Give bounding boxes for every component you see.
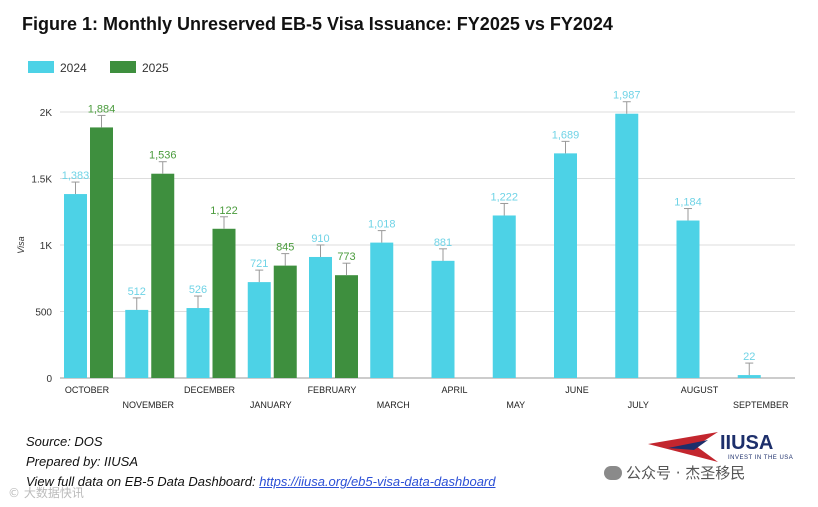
watermark: © 大数据快讯: [8, 486, 84, 500]
data-label: 1,689: [552, 129, 580, 141]
x-tick-label: SEPTEMBER: [733, 400, 789, 410]
y-tick-label: 500: [35, 308, 52, 319]
y-tick-label: 0: [46, 374, 52, 385]
bar: [370, 242, 394, 378]
x-tick-label: MAY: [506, 400, 525, 410]
bar: [273, 265, 297, 378]
bar: [431, 260, 455, 378]
data-label: 1,884: [88, 103, 116, 115]
chart-title: Figure 1: Monthly Unreserved EB-5 Visa I…: [22, 14, 613, 34]
wechat-icon: [604, 465, 622, 480]
dashboard-note: View full data on EB-5 Data Dashboard: h…: [26, 472, 496, 492]
logo-name: IIUSA: [720, 432, 774, 454]
data-label: 845: [276, 242, 294, 254]
legend-swatch: [28, 61, 54, 73]
data-label: 1,536: [149, 150, 177, 162]
bar: [90, 127, 113, 378]
y-axis-label: Visa: [16, 236, 26, 253]
legend-label: 2025: [142, 61, 169, 75]
bar: [309, 256, 332, 378]
data-label: 721: [250, 258, 268, 270]
x-tick-label: AUGUST: [681, 385, 719, 395]
bar: [554, 153, 577, 378]
wechat-account: 公众号 · 杰圣移民: [604, 462, 745, 483]
logo-tagline: INVEST IN THE USA: [728, 455, 794, 461]
x-tick-label: JULY: [628, 400, 649, 410]
data-label: 1,018: [368, 219, 396, 231]
bar-chart: 0 500 1K 1.5K 2K Visa 2024 2025 1,383 1,884 OCTOBE…: [16, 61, 795, 410]
bar: [186, 308, 210, 378]
bar: [492, 215, 516, 378]
bar: [151, 173, 175, 378]
data-label: 1,122: [210, 205, 238, 217]
iiusa-logo-icon: [648, 432, 718, 462]
bar: [615, 113, 639, 378]
data-label: 526: [189, 284, 207, 296]
legend-swatch: [110, 61, 136, 73]
prepared-note: Prepared by: IIUSA: [26, 454, 138, 469]
x-tick-label: JUNE: [565, 385, 589, 395]
data-label: 22: [743, 351, 755, 363]
x-tick-label: NOVEMBER: [122, 400, 174, 410]
x-tick-label: DECEMBER: [184, 385, 236, 395]
x-tick-label: FEBRUARY: [308, 385, 357, 395]
data-label: 1,222: [490, 191, 518, 203]
data-label: 881: [434, 237, 452, 249]
dashboard-link[interactable]: https://iiusa.org/eb5-visa-data-dashboar…: [259, 474, 496, 489]
bar: [335, 275, 358, 378]
bar: [64, 194, 87, 378]
y-tick-label: 1K: [40, 241, 53, 252]
chart-footer: Source: DOS Prepared by: IIUSA View full…: [26, 432, 496, 492]
bar: [676, 220, 700, 378]
bar: [212, 228, 236, 378]
wechat-label: 公众号 · 杰圣移民: [626, 464, 746, 482]
data-label: 1,184: [674, 197, 702, 209]
data-label: 1,987: [613, 90, 641, 102]
bar: [737, 375, 761, 378]
x-tick-label: MARCH: [377, 400, 410, 410]
y-tick-label: 2K: [40, 108, 53, 119]
data-label: 512: [128, 286, 146, 298]
x-tick-label: APRIL: [441, 385, 467, 395]
bar: [247, 282, 271, 378]
dashboard-prefix: View full data on EB-5 Data Dashboard:: [26, 474, 260, 489]
data-label: 910: [311, 233, 329, 245]
x-tick-label: JANUARY: [250, 400, 292, 410]
bar: [125, 309, 149, 378]
data-label: 773: [337, 251, 355, 263]
source-note: Source: DOS: [26, 434, 103, 449]
y-tick-label: 1.5K: [31, 175, 52, 186]
data-label: 1,383: [62, 170, 90, 182]
legend-label: 2024: [60, 61, 87, 75]
x-tick-label: OCTOBER: [65, 385, 110, 395]
